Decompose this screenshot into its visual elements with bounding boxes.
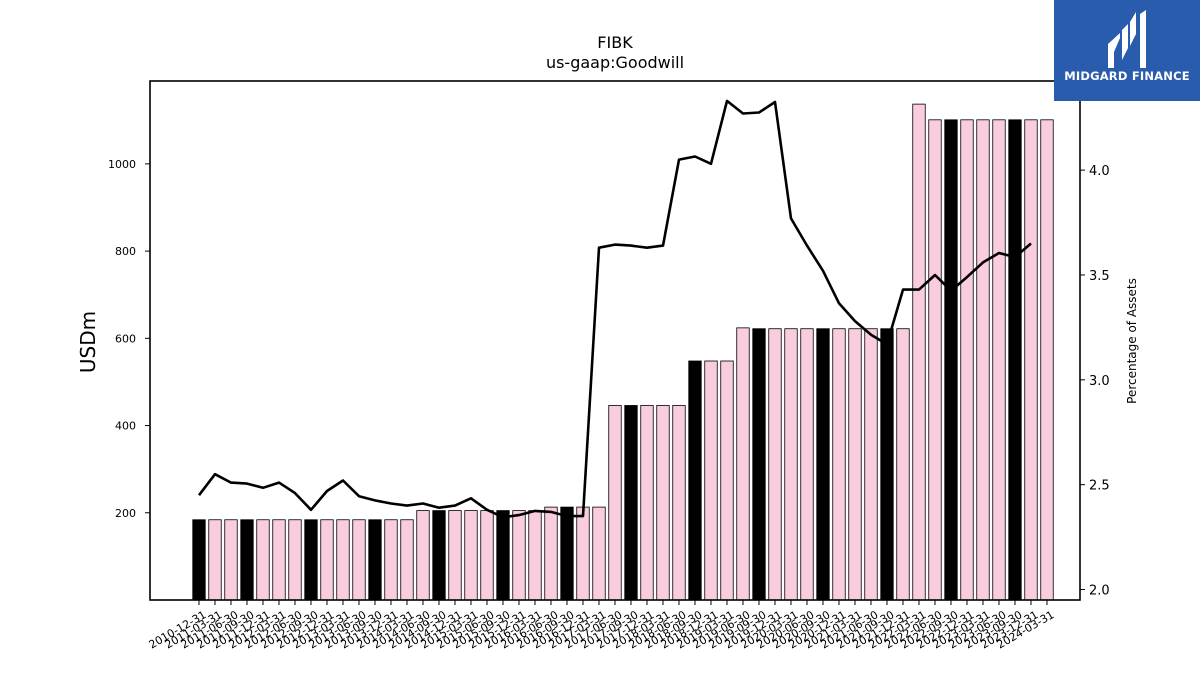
y2-axis-label: Percentage of Assets [1125,278,1139,404]
bar-2015-06-30 [480,510,494,601]
logo-mark-icon [1054,0,1200,101]
y2-tick-label: 4.0 [1089,164,1110,179]
y-axis-label: USDm [76,311,100,373]
bar-2022-03-31 [912,103,926,601]
bar-2023-09-30 [1008,119,1022,601]
bar-2015-09-30 [496,510,510,601]
bar-2020-12-31 [832,328,846,601]
y2-tick-label: 2.5 [1089,479,1110,494]
y-tick-label: 600 [115,332,136,345]
bar-2019-03-31 [720,360,734,601]
bar-2019-06-30 [736,327,750,601]
y2-tick-label: 3.5 [1089,269,1110,284]
bar-2016-09-30 [560,506,574,601]
bar-2015-12-31 [512,510,526,601]
bar-2011-06-30 [224,519,238,601]
bar-2013-12-31 [384,519,398,601]
bar-2016-06-30 [544,506,558,601]
y-tick-label: 800 [115,245,136,258]
y-tick-label: 1000 [108,158,136,171]
bar-2017-03-31 [592,506,606,601]
bar-2021-12-31 [896,328,910,601]
bar-2011-09-30 [240,519,254,601]
chart-subtitle: us-gaap:Goodwill [546,53,684,72]
bar-2014-03-31 [400,519,414,601]
bar-2013-09-30 [368,519,382,601]
bar-2020-06-30 [800,328,814,601]
chart-title: FIBK [597,33,633,52]
bar-2017-09-30 [624,405,638,601]
bar-2016-12-31 [576,506,590,601]
bar-2015-03-31 [464,510,478,601]
bar-2011-12-31 [256,519,270,601]
bar-2018-09-30 [688,360,702,601]
bar-2022-06-30 [928,119,942,601]
bar-2013-06-30 [352,519,366,601]
logo-text: MIDGARD FINANCE [1064,69,1190,83]
bar-2012-12-31 [320,519,334,601]
bar-2018-03-31 [656,405,670,601]
bar-2022-12-31 [960,119,974,601]
right-axis-ticks: 2.0 2.5 3.0 3.5 4.0 [1080,164,1110,599]
bar-2020-09-30 [816,328,830,601]
bar-2012-03-31 [272,519,286,601]
bar-2021-03-31 [848,328,862,601]
y-tick-label: 400 [115,420,136,433]
x-axis-ticks: 2010-12-312011-03-312011-06-302011-09-30… [147,600,1057,651]
brand-logo: MIDGARD FINANCE [1054,0,1200,101]
bar-2018-12-31 [704,360,718,601]
bar-2014-12-31 [448,510,462,601]
bar-2023-03-31 [976,119,990,601]
bar-2019-12-31 [768,328,782,601]
y2-tick-label: 2.0 [1089,584,1110,599]
bar-2021-09-30 [880,328,894,601]
line-series [197,99,1032,519]
bar-2012-09-30 [304,519,318,601]
bar-2017-06-30 [608,405,622,601]
left-axis-ticks: 200 400 600 800 1000 [108,158,150,520]
bar-2018-06-30 [672,405,686,601]
bar-2020-03-31 [784,328,798,601]
bar-2011-03-31 [208,519,222,601]
y-tick-label: 200 [115,507,136,520]
bar-2010-12-31 [192,519,206,601]
bar-2014-06-30 [416,510,430,601]
percentage-of-assets-line [197,99,1032,519]
bar-2023-06-30 [992,119,1006,601]
y2-tick-label: 3.0 [1089,374,1110,389]
bar-2023-12-31 [1024,119,1038,601]
bar-2017-12-31 [640,405,654,601]
bar-2016-03-31 [528,510,542,601]
bar-2022-09-30 [944,119,958,601]
bar-2024-03-31 [1040,119,1054,601]
bar-2019-09-30 [752,328,766,601]
bar-2012-06-30 [288,519,302,601]
bar-2013-03-31 [336,519,350,601]
bar-2014-09-30 [432,510,446,601]
bar-series [192,103,1054,601]
bar-2021-06-30 [864,328,878,601]
